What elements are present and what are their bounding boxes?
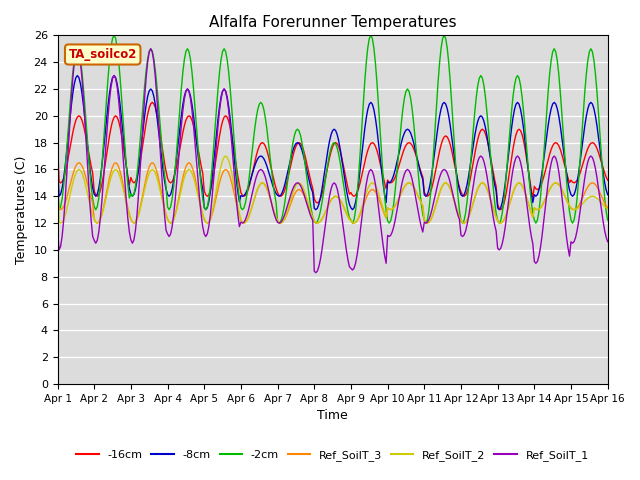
- Ref_SoilT_3: [69, 171, 77, 177]
- Ref_SoilT_1: [54, 227, 61, 233]
- Ref_SoilT_1: [388, 229, 396, 235]
- -8cm: [540, 158, 547, 164]
- -2cm: [370, 45, 378, 51]
- Ref_SoilT_2: [540, 200, 547, 206]
- -2cm: [604, 217, 612, 223]
- -8cm: [74, 72, 81, 78]
- Ref_SoilT_1: [312, 270, 319, 276]
- -2cm: [110, 33, 118, 38]
- Line: -2cm: -2cm: [58, 36, 608, 223]
- Ref_SoilT_2: [370, 180, 378, 186]
- -8cm: [370, 107, 378, 112]
- Ref_SoilT_3: [540, 200, 547, 206]
- Ref_SoilT_3: [93, 220, 101, 226]
- -8cm: [69, 90, 77, 96]
- Y-axis label: Temperatures (C): Temperatures (C): [15, 156, 28, 264]
- Ref_SoilT_3: [159, 198, 167, 204]
- Title: Alfalfa Forerunner Temperatures: Alfalfa Forerunner Temperatures: [209, 15, 456, 30]
- Line: -16cm: -16cm: [58, 102, 608, 210]
- -16cm: [540, 175, 547, 180]
- Ref_SoilT_3: [75, 160, 83, 166]
- -2cm: [275, 220, 283, 226]
- Ref_SoilT_1: [401, 171, 408, 177]
- Legend: -16cm, -8cm, -2cm, Ref_SoilT_3, Ref_SoilT_2, Ref_SoilT_1: -16cm, -8cm, -2cm, Ref_SoilT_3, Ref_Soil…: [72, 446, 593, 466]
- Line: Ref_SoilT_2: Ref_SoilT_2: [58, 156, 608, 223]
- Ref_SoilT_2: [157, 193, 165, 199]
- -16cm: [497, 207, 504, 213]
- -16cm: [369, 140, 376, 145]
- Ref_SoilT_1: [540, 221, 547, 227]
- -16cm: [148, 99, 156, 105]
- Ref_SoilT_2: [401, 184, 408, 190]
- -8cm: [604, 192, 612, 198]
- Ref_SoilT_1: [604, 239, 612, 245]
- Ref_SoilT_2: [222, 153, 230, 159]
- Ref_SoilT_3: [388, 206, 396, 212]
- -2cm: [388, 211, 396, 217]
- -8cm: [157, 154, 165, 159]
- -16cm: [604, 177, 612, 183]
- -2cm: [401, 95, 408, 101]
- Line: -8cm: -8cm: [58, 75, 608, 210]
- -16cm: [387, 180, 394, 186]
- Ref_SoilT_1: [74, 46, 81, 52]
- -8cm: [388, 176, 396, 182]
- Ref_SoilT_1: [157, 168, 165, 174]
- Line: Ref_SoilT_1: Ref_SoilT_1: [58, 49, 608, 273]
- Ref_SoilT_3: [401, 184, 408, 190]
- -2cm: [157, 139, 165, 144]
- X-axis label: Time: Time: [317, 409, 348, 422]
- -16cm: [399, 150, 407, 156]
- -2cm: [54, 180, 61, 186]
- Ref_SoilT_2: [57, 220, 65, 226]
- Ref_SoilT_2: [70, 174, 78, 180]
- Ref_SoilT_3: [604, 205, 612, 211]
- Ref_SoilT_1: [69, 75, 77, 81]
- Ref_SoilT_2: [388, 206, 396, 212]
- -2cm: [540, 156, 547, 161]
- Ref_SoilT_2: [54, 167, 61, 172]
- Ref_SoilT_2: [604, 206, 612, 212]
- -16cm: [54, 140, 61, 145]
- -2cm: [69, 70, 77, 75]
- Ref_SoilT_3: [370, 187, 378, 193]
- Line: Ref_SoilT_3: Ref_SoilT_3: [58, 163, 608, 223]
- Ref_SoilT_1: [370, 173, 378, 179]
- -8cm: [54, 160, 61, 166]
- -16cm: [157, 140, 165, 145]
- Ref_SoilT_3: [54, 193, 61, 199]
- -8cm: [202, 207, 210, 213]
- -16cm: [69, 130, 77, 135]
- Text: TA_soilco2: TA_soilco2: [68, 48, 137, 61]
- -8cm: [401, 130, 408, 136]
